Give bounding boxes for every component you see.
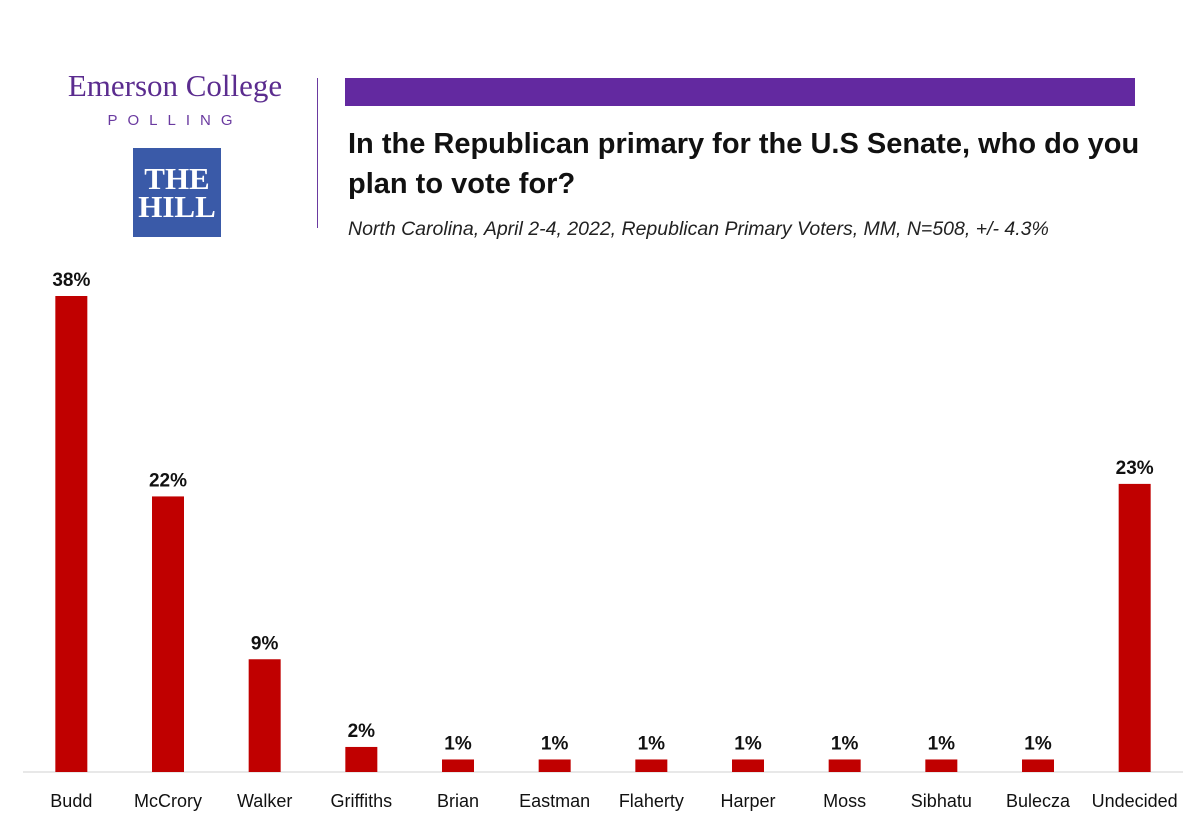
x-tick-label-eastman: Eastman bbox=[519, 791, 590, 811]
header-accent-bar bbox=[345, 78, 1135, 106]
data-label-harper: 1% bbox=[734, 733, 762, 754]
chart-title: In the Republican primary for the U.S Se… bbox=[348, 128, 1140, 200]
chart-subtitle: North Carolina, April 2-4, 2022, Republi… bbox=[348, 218, 1049, 240]
bar-walker bbox=[248, 659, 281, 772]
data-label-sibhatu: 1% bbox=[928, 733, 956, 754]
x-tick-label-budd: Budd bbox=[50, 791, 92, 811]
data-label-budd: 38% bbox=[52, 270, 90, 291]
the-hill-logo-line1: THE bbox=[144, 160, 210, 196]
x-tick-label-mccrory: McCrory bbox=[134, 791, 202, 811]
data-label-brian: 1% bbox=[444, 733, 472, 754]
bar-eastman bbox=[538, 759, 571, 772]
bar-harper bbox=[732, 759, 764, 772]
bar-griffiths bbox=[345, 746, 378, 772]
the-hill-logo: THE HILL bbox=[133, 148, 221, 237]
x-tick-label-undecided: Undecided bbox=[1092, 791, 1178, 811]
bar-moss bbox=[828, 759, 861, 772]
bar-budd bbox=[55, 296, 88, 772]
x-tick-label-walker: Walker bbox=[237, 791, 292, 811]
x-tick-label-moss: Moss bbox=[823, 791, 866, 811]
data-label-mccrory: 22% bbox=[149, 470, 187, 491]
bar-flaherty bbox=[635, 759, 668, 772]
data-label-griffiths: 2% bbox=[348, 721, 376, 742]
x-tick-label-harper: Harper bbox=[720, 791, 775, 811]
data-label-flaherty: 1% bbox=[638, 733, 666, 754]
bar-mccrory bbox=[152, 496, 184, 772]
data-label-walker: 9% bbox=[251, 633, 279, 654]
x-tick-label-griffiths: Griffiths bbox=[330, 791, 392, 811]
x-tick-label-sibhatu: Sibhatu bbox=[911, 791, 972, 811]
x-tick-label-brian: Brian bbox=[437, 791, 479, 811]
data-label-undecided: 23% bbox=[1116, 458, 1154, 479]
x-tick-label-bulecza: Bulecza bbox=[1006, 791, 1071, 811]
polling-logo-text: POLLING bbox=[107, 112, 243, 129]
the-hill-logo-line2: HILL bbox=[138, 188, 216, 224]
bar-brian bbox=[442, 759, 474, 772]
header-divider bbox=[317, 78, 318, 228]
bar-sibhatu bbox=[925, 759, 958, 772]
data-label-eastman: 1% bbox=[541, 733, 569, 754]
data-label-moss: 1% bbox=[831, 733, 859, 754]
bar-bulecza bbox=[1022, 759, 1054, 772]
bar-undecided bbox=[1118, 483, 1151, 772]
x-tick-label-flaherty: Flaherty bbox=[619, 791, 684, 811]
emerson-logo-text: Emerson College bbox=[67, 68, 283, 103]
data-label-bulecza: 1% bbox=[1024, 733, 1052, 754]
